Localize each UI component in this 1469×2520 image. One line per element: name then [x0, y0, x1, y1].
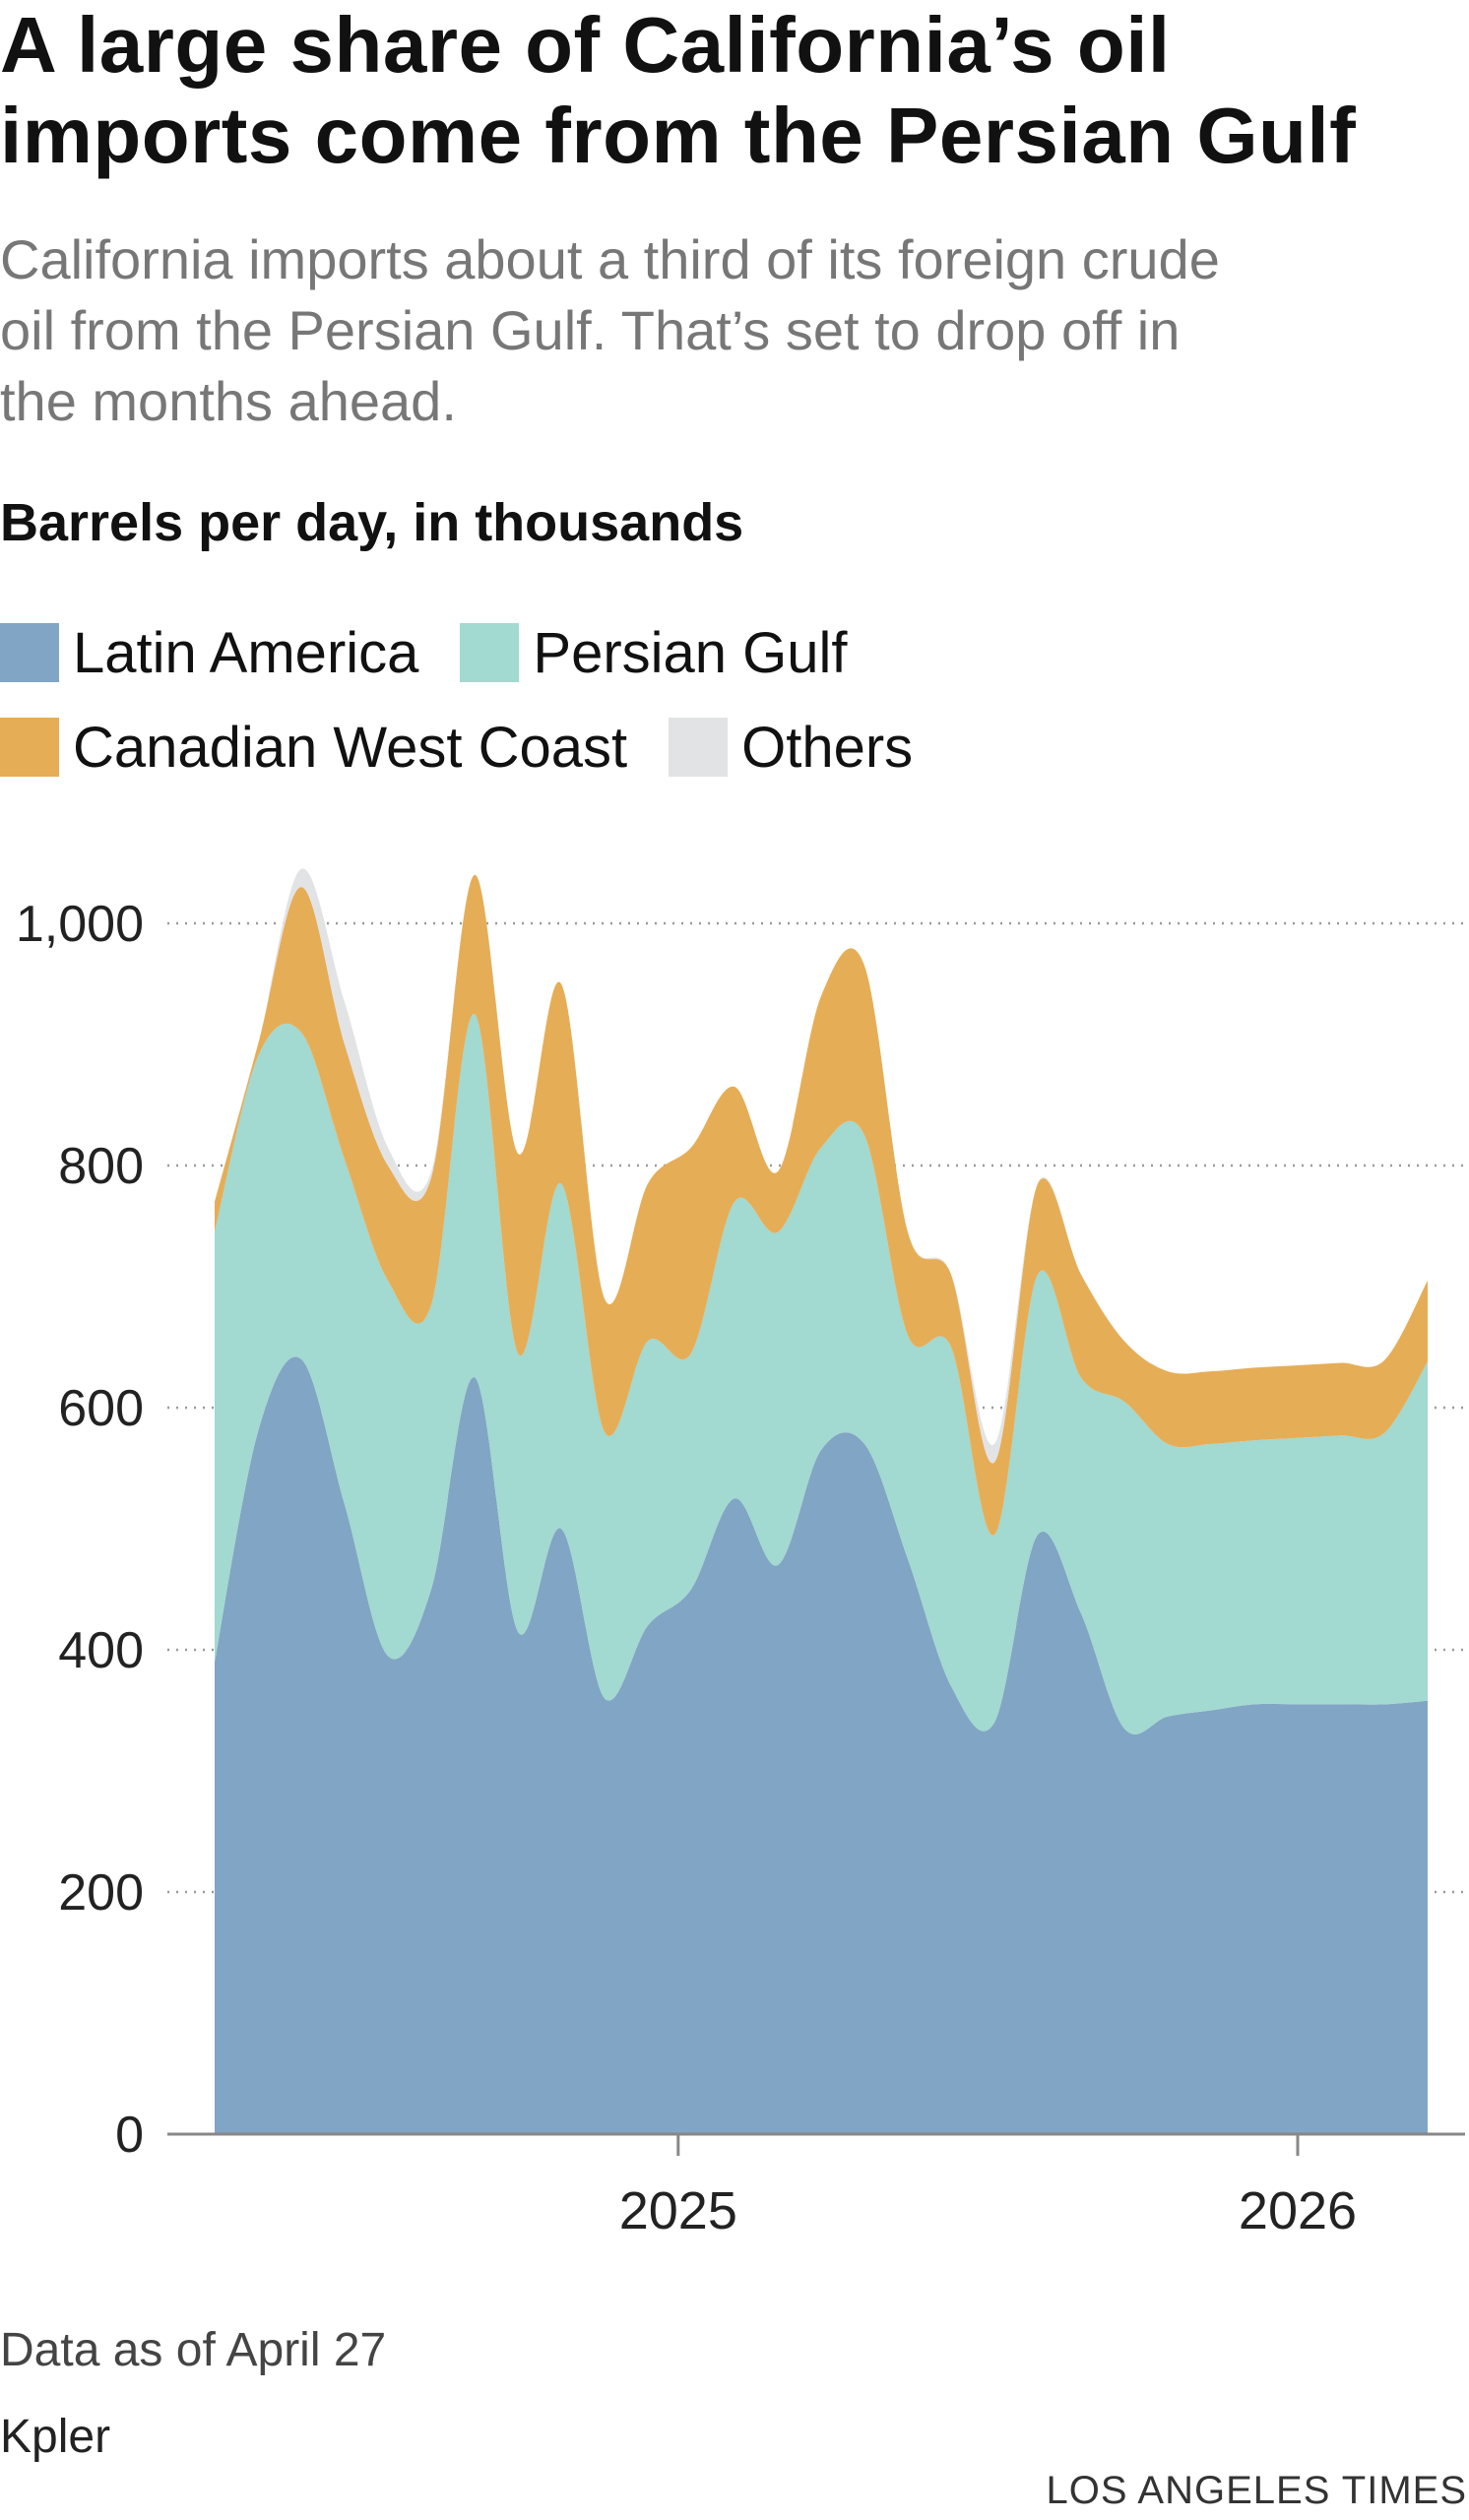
legend-swatch-persian-gulf [460, 623, 520, 682]
legend-label: Others [741, 715, 914, 780]
publisher-credit: LOS ANGELES TIMES [1046, 2469, 1467, 2512]
y-tick-label: 200 [58, 1864, 144, 1922]
area-series-latin-america [215, 1356, 1428, 2134]
stacked-area-chart: 0 200 400 600 800 1,000 2025 2026 [16, 868, 1465, 2240]
y-tick-label: 0 [115, 2107, 144, 2164]
data-date-note: Data as of April 27 [0, 2324, 387, 2376]
legend-item-canadian-west-coast: Canadian West Coast [0, 715, 627, 781]
legend-label: Canadian West Coast [73, 715, 628, 780]
x-tick-label: 2025 [619, 2181, 737, 2240]
chart-subtitle: California imports about a third of its … [0, 224, 1447, 437]
chart-title-line: imports come from the Persian Gulf [0, 92, 1357, 179]
chart-subtitle-line: oil from the Persian Gulf. That’s set to… [0, 299, 1181, 361]
chart-title: A large share of California’s oil import… [0, 0, 1467, 181]
area-series-persian-gulf [215, 1014, 1428, 1734]
legend-label: Persian Gulf [533, 620, 848, 685]
legend-swatch-latin-america [0, 623, 59, 682]
legend-item-others: Others [669, 715, 913, 781]
chart-subtitle-line: California imports about a third of its … [0, 228, 1220, 290]
legend-label: Latin America [73, 620, 419, 685]
area-series-canadian-west-coast [215, 874, 1428, 1536]
chart-subtitle-line: the months ahead. [0, 370, 457, 432]
y-axis-unit-label: Barrels per day, in thousands [0, 493, 744, 552]
legend-swatch-others [669, 718, 729, 777]
legend-item-persian-gulf: Persian Gulf [460, 620, 848, 686]
legend-item-latin-america: Latin America [0, 620, 418, 686]
y-tick-label: 600 [58, 1380, 144, 1437]
legend-row: Canadian West Coast Others [0, 713, 1457, 782]
source-label: Kpler [0, 2411, 111, 2463]
legend-row: Latin America Persian Gulf [0, 618, 1457, 687]
chart-legend: Latin America Persian Gulf Canadian West… [0, 618, 1457, 807]
chart-title-line: A large share of California’s oil [0, 1, 1171, 89]
y-tick-label: 400 [58, 1622, 144, 1679]
y-tick-label: 1,000 [16, 896, 144, 953]
y-tick-label: 800 [58, 1138, 144, 1195]
legend-swatch-canadian-west-coast [0, 718, 59, 777]
x-tick-label: 2026 [1239, 2181, 1357, 2240]
